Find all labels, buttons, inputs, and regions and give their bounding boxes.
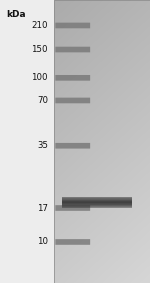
Bar <box>62 205 132 206</box>
FancyBboxPatch shape <box>55 143 90 149</box>
Bar <box>62 201 132 202</box>
Bar <box>62 197 132 198</box>
Bar <box>62 206 132 207</box>
Bar <box>54 0 150 283</box>
Text: 35: 35 <box>37 141 48 150</box>
Bar <box>62 199 132 200</box>
Text: 17: 17 <box>37 203 48 213</box>
Bar <box>62 204 132 205</box>
Text: 210: 210 <box>32 21 48 30</box>
FancyBboxPatch shape <box>55 75 90 81</box>
Bar <box>62 207 132 208</box>
Text: 10: 10 <box>37 237 48 246</box>
FancyBboxPatch shape <box>55 47 90 52</box>
Bar <box>62 200 132 201</box>
FancyBboxPatch shape <box>55 205 90 211</box>
Text: 70: 70 <box>37 96 48 105</box>
Text: 150: 150 <box>32 45 48 54</box>
Text: 100: 100 <box>32 73 48 82</box>
Bar <box>62 202 132 203</box>
FancyBboxPatch shape <box>55 239 90 245</box>
Bar <box>62 198 132 199</box>
Bar <box>62 203 132 204</box>
Text: kDa: kDa <box>6 10 26 19</box>
FancyBboxPatch shape <box>55 98 90 103</box>
FancyBboxPatch shape <box>55 23 90 28</box>
